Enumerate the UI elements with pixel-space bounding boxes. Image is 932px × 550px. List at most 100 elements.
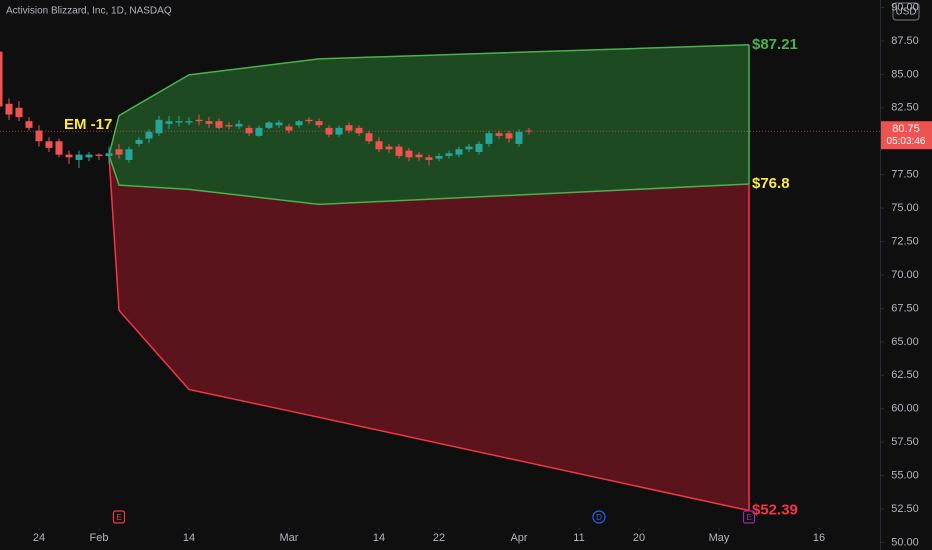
candle-body — [55, 141, 63, 155]
countdown: 05:03:46 — [887, 136, 926, 147]
x-tick-label: Apr — [510, 532, 527, 544]
candle-body — [245, 127, 253, 134]
x-tick-label: 11 — [573, 532, 584, 544]
candle-body — [395, 146, 403, 156]
candle-body — [155, 119, 163, 134]
candle-body — [175, 121, 183, 123]
candle-body — [515, 131, 523, 144]
candle-body — [475, 143, 483, 152]
currency-box[interactable] — [892, 2, 920, 21]
candle-body — [375, 141, 383, 150]
y-tick-label: 82.50 — [891, 102, 919, 114]
candle-body — [385, 146, 393, 150]
x-tick-label: 14 — [183, 532, 195, 544]
event-label: E — [116, 513, 121, 522]
candle-body — [5, 103, 13, 115]
candle-body — [95, 154, 103, 156]
annotation: $76.8 — [752, 175, 790, 192]
candle-body — [135, 139, 143, 144]
event-label: D — [596, 513, 602, 522]
candle-body — [165, 121, 173, 124]
candle-body — [435, 155, 443, 159]
candle-body — [85, 154, 93, 158]
candle-body — [425, 157, 433, 160]
candle-body — [305, 119, 313, 122]
chart-title: Activision Blizzard, Inc, 1D, NASDAQ — [6, 6, 172, 17]
x-tick-label: 24 — [33, 532, 45, 544]
y-tick-label: 50.00 — [891, 536, 919, 548]
y-tick-label: 60.00 — [891, 403, 919, 415]
upper-band-fill — [109, 44, 749, 205]
x-tick-label: 20 — [633, 532, 645, 544]
candle-body — [235, 123, 243, 127]
candle-body — [345, 125, 353, 131]
candle-body — [195, 119, 203, 122]
candle-body — [265, 122, 273, 128]
candle-body — [325, 127, 333, 135]
y-tick-label: 75.00 — [891, 202, 919, 214]
y-tick-label: 85.00 — [891, 68, 919, 80]
candle-body — [525, 130, 533, 132]
candle-body — [115, 149, 123, 155]
candle-body — [355, 127, 363, 134]
y-tick-label: 70.00 — [891, 269, 919, 281]
x-tick-label: May — [709, 532, 730, 544]
event-marker — [112, 510, 126, 524]
last-price-tag — [881, 121, 932, 150]
x-tick-label: Mar — [280, 532, 299, 544]
x-tick-label: 22 — [433, 532, 445, 544]
candle-body — [495, 133, 503, 136]
event-marker — [742, 510, 756, 524]
y-tick-label: 55.00 — [891, 470, 919, 482]
candle-body — [335, 127, 343, 135]
candle-body — [405, 150, 413, 158]
y-tick-label: 72.50 — [891, 235, 919, 247]
annotation: EM -17 — [64, 116, 112, 133]
y-tick-label: 65.00 — [891, 336, 919, 348]
candle-body — [35, 130, 43, 142]
candle-body — [485, 133, 493, 144]
candle-body — [15, 107, 23, 118]
annotation: $52.39 — [752, 502, 798, 519]
x-tick-label: 16 — [813, 532, 825, 544]
candle-body — [105, 153, 113, 156]
mid-band-line — [108, 154, 750, 206]
candle-body — [205, 121, 213, 124]
candle-body — [365, 133, 373, 142]
candle-body — [445, 153, 453, 156]
candle-body — [285, 126, 293, 131]
candle-body — [25, 121, 33, 128]
annotation: $87.21 — [752, 36, 798, 53]
currency[interactable]: USD — [895, 7, 916, 18]
candle-body — [295, 121, 303, 126]
candle-body — [255, 127, 263, 136]
event-marker — [592, 510, 606, 524]
y-tick-label: 57.50 — [891, 436, 919, 448]
candle-body — [465, 146, 473, 150]
candle-body — [0, 51, 3, 107]
lower-band-fill — [109, 155, 749, 511]
last-price-label: 80.75 — [892, 123, 920, 135]
candle-body — [75, 154, 83, 160]
candle-body — [215, 121, 223, 128]
y-tick-label: 62.50 — [891, 369, 919, 381]
x-tick-label: 14 — [373, 532, 385, 544]
candle-body — [125, 149, 133, 160]
event-label: E — [746, 513, 751, 522]
candle-body — [275, 122, 283, 126]
candle-body — [145, 131, 153, 139]
y-tick-label: 67.50 — [891, 302, 919, 314]
candle-body — [315, 121, 323, 126]
x-tick-label: Feb — [90, 532, 109, 544]
candle-body — [65, 154, 73, 158]
y-tick-label: 90.00 — [891, 1, 919, 13]
y-tick-label: 52.50 — [891, 503, 919, 515]
y-tick-label: 87.50 — [891, 35, 919, 47]
y-tick-label: 77.50 — [891, 169, 919, 181]
upper-band-line — [108, 44, 750, 156]
lower-band-line — [108, 155, 750, 512]
candle-body — [415, 154, 423, 158]
candle-body — [225, 125, 233, 127]
candle-body — [45, 141, 53, 148]
